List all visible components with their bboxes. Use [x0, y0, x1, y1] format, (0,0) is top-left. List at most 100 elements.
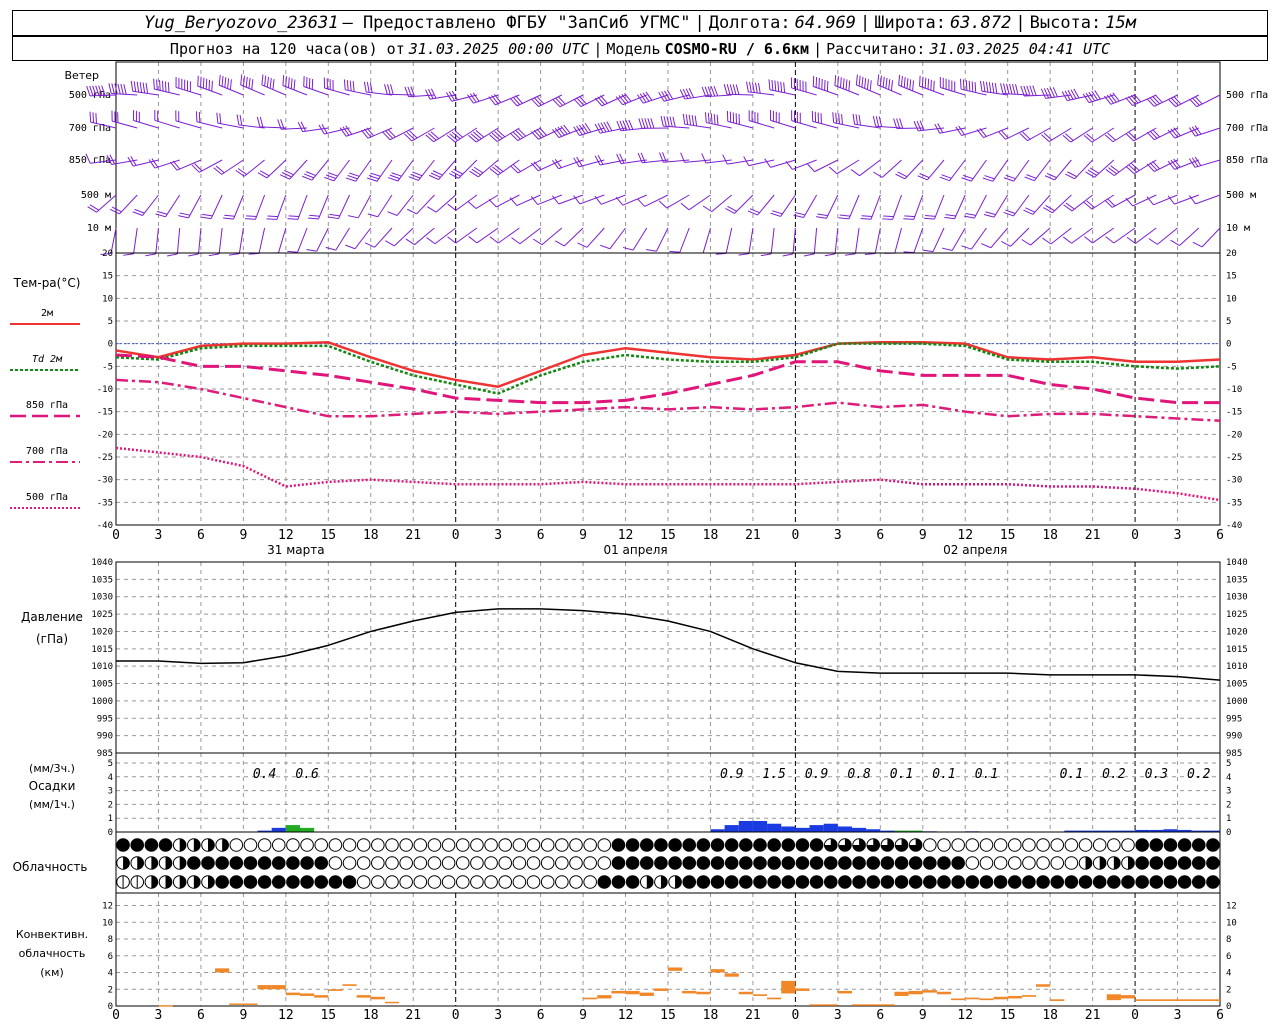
- temp-tick-label: 5: [108, 317, 113, 327]
- cloud-fill: [1121, 875, 1135, 889]
- wind-barb-feather: [771, 79, 774, 91]
- wind-barb-feather: [511, 237, 521, 245]
- wind-barb-feather: [148, 159, 156, 169]
- cloud-fill: [711, 875, 724, 889]
- cloud-fill: [646, 875, 654, 889]
- wind-barb-feather: [982, 81, 986, 92]
- cloud-symbol: [965, 838, 980, 852]
- wind-barb-feather: [536, 95, 545, 105]
- cloud-fill: [1107, 875, 1121, 889]
- precip-tick-label-right: 0: [1226, 828, 1231, 838]
- wind-barb-feather: [1105, 236, 1115, 244]
- wind-barb-staff: [812, 120, 838, 129]
- convective-bar: [922, 990, 937, 993]
- wind-barb-staff: [175, 86, 202, 96]
- wind-barb-feather: [111, 206, 122, 213]
- wind-barb-feather: [349, 172, 360, 177]
- cloud-symbol: [526, 838, 541, 852]
- wind-barb-staff: [579, 194, 605, 205]
- wind-barbs: [85, 74, 1221, 257]
- wind-barb-feather: [1191, 126, 1199, 136]
- cloud-fill: [1178, 875, 1191, 889]
- wind-barb-staff: [579, 127, 605, 136]
- wind-barb-feather: [994, 83, 998, 94]
- wind-barb-staff: [563, 227, 584, 247]
- wind-barb-staff: [870, 194, 881, 220]
- wind-barb-feather: [430, 88, 437, 99]
- temp-x-tick-label: 6: [876, 528, 884, 543]
- cloud-fill: [725, 838, 738, 852]
- cloud-fill: [626, 875, 639, 889]
- wind-barb-feather: [208, 79, 211, 91]
- wind-barb-feather: [410, 173, 421, 179]
- convective-bar: [1135, 999, 1150, 1001]
- precip-tick-label: 4: [108, 773, 113, 783]
- wind-barb-feather: [983, 213, 995, 218]
- wind-level-label-right: 700 гПа: [1226, 123, 1268, 134]
- cloud-symbol: [498, 838, 513, 852]
- wind-barb-feather: [1087, 169, 1097, 176]
- wind-barb-staff: [1135, 227, 1157, 244]
- wind-barb-feather: [92, 85, 97, 96]
- conv-x-tick-label: 0: [452, 1008, 460, 1023]
- wind-barb-feather: [470, 133, 480, 141]
- wind-barb-staff: [1091, 127, 1115, 143]
- cloud-symbol: [455, 875, 470, 889]
- wind-barb-feather: [713, 85, 719, 97]
- wind-barb-staff: [1133, 159, 1157, 175]
- cloud-fill: [640, 838, 654, 852]
- precip-value-label: 0.1: [1060, 767, 1083, 782]
- wind-barb-feather: [885, 77, 888, 89]
- wind-barb-feather: [716, 114, 719, 126]
- cloud-fill: [300, 875, 314, 889]
- wind-barb-staff: [1195, 194, 1221, 205]
- conv-tick-label-right: 10: [1226, 918, 1237, 928]
- wind-barb-feather: [346, 79, 349, 91]
- wind-barb-feather: [1085, 171, 1095, 178]
- wind-barb-feather: [732, 84, 737, 95]
- wind-barb-staff: [96, 194, 117, 213]
- wind-barb-feather: [1062, 134, 1072, 143]
- cloud-fill: [697, 875, 710, 889]
- wind-barb-feather: [1043, 88, 1050, 99]
- wind-barb-feather: [594, 97, 603, 107]
- wind-barb-feather: [224, 214, 235, 217]
- cloud-symbol: [1092, 838, 1107, 852]
- cloud-symbol: [512, 875, 527, 889]
- cloud-fill: [1085, 856, 1092, 870]
- pressure-tick-label-right: 1030: [1226, 593, 1248, 603]
- temp-tick-label-right: -25: [1226, 453, 1242, 463]
- wind-barb-staff: [324, 87, 350, 96]
- precip-tick-label: 3: [108, 787, 113, 797]
- wind-barb-feather: [984, 175, 995, 180]
- wind-barb-feather: [1067, 171, 1077, 178]
- temp-x-tick-label: 12: [618, 528, 634, 543]
- wind-barb-feather: [536, 128, 545, 137]
- wind-barb-feather: [573, 157, 580, 167]
- wind-barb-feather: [293, 79, 296, 90]
- cloud-fill: [343, 875, 356, 889]
- wind-barb-staff: [538, 127, 563, 140]
- precip-bar: [1149, 829, 1164, 832]
- wind-barb-feather: [1104, 134, 1114, 143]
- wind-barb-feather: [594, 155, 601, 166]
- wind-barb-feather: [1046, 173, 1057, 179]
- wind-barb-staff: [112, 120, 138, 129]
- wind-barb-feather: [387, 177, 399, 182]
- temp-x-tick-label: 6: [1216, 528, 1224, 543]
- cloud-symbol: [413, 838, 428, 852]
- wind-barb-feather: [625, 120, 631, 131]
- precip-bar: [866, 829, 881, 832]
- cloud-fill: [937, 875, 951, 889]
- wind-barb-feather: [1188, 195, 1196, 205]
- wind-barb-feather: [666, 116, 670, 127]
- pressure-tick-label-right: 985: [1226, 749, 1242, 759]
- convective-bar: [738, 991, 753, 995]
- wind-barb-feather: [842, 78, 845, 89]
- cloud-symbol: [484, 838, 498, 852]
- wind-barb-feather: [1191, 157, 1199, 167]
- wind-barb-feather: [727, 205, 737, 212]
- cloud-symbol: [413, 875, 428, 889]
- wind-barb-feather: [390, 84, 394, 95]
- wind-barb-feather: [1170, 239, 1180, 246]
